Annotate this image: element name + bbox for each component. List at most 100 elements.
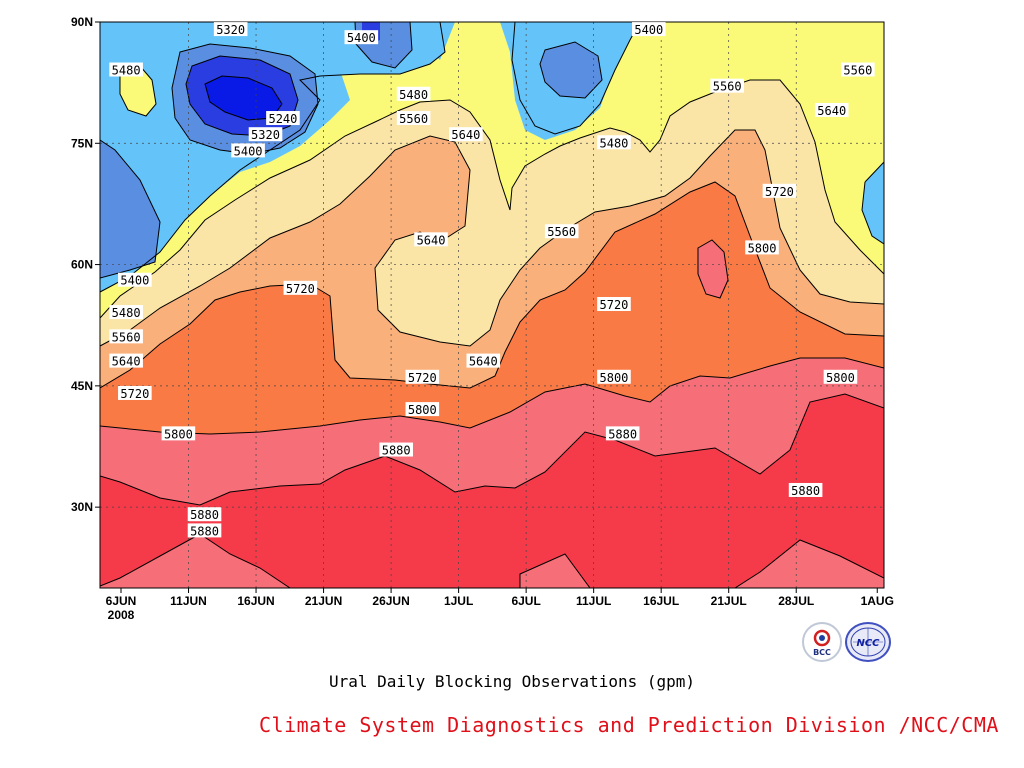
contour-label-bg (379, 442, 413, 457)
x-tick-label: 26JUN (372, 594, 409, 608)
contour-label-bg (161, 426, 196, 441)
contour-label: 5720 (120, 387, 149, 401)
band-5800-5880-bottom (100, 534, 884, 588)
grid-lines (100, 22, 884, 588)
contour-label: 5640 (417, 233, 446, 247)
contour-label: 5320 (216, 23, 245, 37)
chart: 5480 5320 5400 5240 5320 5400 5480 5560 5640 5400… (71, 15, 894, 622)
x-tick-label: 21JUN (305, 594, 342, 608)
contour-label-bg (544, 224, 579, 239)
contour-label: 5720 (600, 298, 629, 312)
contour-label-bg (248, 127, 283, 142)
contour-label-bg (187, 507, 222, 522)
contour-label-bg (396, 111, 431, 126)
x-tick-label: 21JUL (711, 594, 747, 608)
contour-label: 5560 (399, 112, 428, 126)
bcc-logo-text: BCC (813, 648, 831, 657)
x-tick-year-label: 2008 (108, 608, 135, 622)
band-5320-5400 (100, 140, 160, 278)
contour-label: 5720 (765, 185, 794, 199)
contour-label-bg (841, 62, 875, 77)
contour-label: 5560 (843, 64, 872, 78)
chart-subtitle: Ural Daily Blocking Observations (gpm) (328, 672, 696, 691)
contour-label: 5400 (120, 274, 149, 288)
contour-label: 5720 (286, 282, 315, 296)
contour-label: 5640 (469, 355, 498, 369)
contour-fills (100, 22, 884, 588)
y-tick-label: 45N (71, 379, 93, 393)
plot-frame (99, 21, 885, 589)
band-5480-patch (120, 66, 156, 116)
y-tick-label: 60N (71, 258, 93, 272)
contour-label-bg (109, 62, 143, 77)
contour-label: 5560 (713, 80, 742, 94)
contour-label: 5880 (190, 524, 219, 538)
contour-label: 5400 (347, 31, 376, 45)
band-lt5240 (205, 76, 282, 120)
x-tick-label: 11JUN (170, 594, 207, 608)
contour-label: 5800 (408, 403, 437, 417)
contour-label: 5880 (608, 427, 637, 441)
contour-label-bg (109, 329, 143, 344)
x-tick-label: 6JUL (511, 594, 540, 608)
contour-label-bg (597, 135, 631, 150)
y-axis: 30N 45N 60N 75N 90N (71, 15, 100, 514)
contour-label: 5560 (112, 330, 141, 344)
contour-label: 5480 (399, 88, 428, 102)
contour-label-bg (823, 369, 858, 384)
contour-label-bg (231, 143, 265, 158)
contour-label: 5640 (451, 128, 480, 142)
contour-label-bg (266, 111, 300, 126)
contour-label: 5480 (112, 64, 141, 78)
x-tick-label: 6JUN (106, 594, 137, 608)
ncc-logo: NCC (845, 622, 891, 662)
contour-label: 5480 (600, 136, 629, 150)
contour-label-bg (405, 369, 440, 384)
x-tick-label: 28JUL (778, 594, 814, 608)
contour-label: 5320 (251, 128, 280, 142)
contour-label-bg (788, 482, 823, 497)
contour-label: 5880 (791, 484, 820, 498)
contour-label-bg (605, 426, 640, 441)
contour-label-bg (118, 385, 152, 400)
contour-label-bg (745, 240, 779, 255)
contour-label-bg (118, 272, 152, 287)
contour-label: 5800 (826, 371, 855, 385)
contour-label: 5880 (382, 444, 411, 458)
ncc-logo-text: NCC (856, 638, 880, 649)
y-tick-label: 75N (71, 136, 93, 150)
credit-line: Climate System Diagnostics and Predictio… (259, 713, 999, 737)
y-tick-label: 30N (71, 500, 93, 514)
contour-label-bg (187, 523, 222, 538)
contour-labels: 5480 5320 5400 5240 5320 5400 5480 5560 5640 5400… (109, 22, 875, 538)
x-tick-label: 11JUL (576, 594, 611, 608)
contour-label-bg (344, 30, 379, 45)
contour-label-bg (109, 353, 143, 368)
contour-label-bg (213, 22, 248, 37)
ncc-logo-icon: NCC (850, 627, 886, 657)
band-5800-cell (698, 240, 728, 298)
contour-label-bg (396, 86, 431, 101)
contour-label-bg (414, 232, 448, 247)
contour-label-bg (814, 102, 849, 117)
contour-label-bg (597, 369, 631, 384)
contour-label-bg (449, 127, 483, 142)
x-tick-label: 16JUN (237, 594, 274, 608)
contour-label: 5640 (817, 104, 846, 118)
contour-label: 5880 (190, 508, 219, 522)
contour-label-bg (632, 22, 666, 37)
contour-label: 5480 (112, 306, 141, 320)
band-5320-5400-right (540, 42, 602, 98)
bcc-logo: BCC (802, 622, 842, 662)
x-tick-label: 1AUG (861, 594, 894, 608)
contour-label-bg (710, 78, 744, 93)
y-tick-label: 90N (71, 15, 93, 29)
contour-label: 5560 (547, 225, 576, 239)
contour-label: 5800 (748, 241, 777, 255)
contour-label: 5400 (234, 144, 263, 158)
contour-label: 5240 (268, 112, 297, 126)
contour-label-bg (762, 183, 797, 198)
contour-label-bg (283, 280, 318, 295)
contour-label: 5640 (112, 355, 141, 369)
